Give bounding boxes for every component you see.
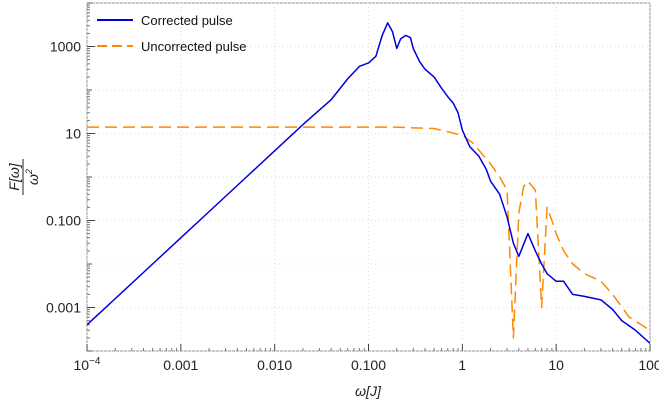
y-axis-label-denominator: ω2 (24, 169, 41, 185)
series-layer (87, 22, 650, 344)
x-tick-label: 1 (458, 357, 466, 373)
series-uncorrected-pulse-line (87, 126, 650, 339)
x-tick-label: 10 (548, 357, 564, 373)
y-axis-label-power: 2 (24, 169, 34, 175)
legend-label-corrected: Corrected pulse (141, 13, 233, 28)
x-axis-ticks: 10−4 0.001 0.010 0.100 1 10 100 (74, 344, 659, 373)
legend: Corrected pulse Uncorrected pulse (97, 13, 247, 54)
y-axis-label: F[ω] ω2 (6, 159, 41, 195)
series-corrected-pulse-line (87, 22, 650, 344)
grid-lines (86, 2, 651, 352)
y-tick-label: 0.001 (46, 300, 81, 316)
y-axis-ticks: 0.001 0.100 10 1000 (46, 39, 95, 316)
x-tick-label: 100 (638, 357, 659, 373)
legend-label-uncorrected: Uncorrected pulse (141, 39, 247, 54)
x-tick-label: 0.010 (257, 357, 292, 373)
x-tick-label: 0.100 (351, 357, 386, 373)
x-tick-label-exponent: −4 (89, 356, 101, 367)
y-tick-label: 0.100 (46, 213, 81, 229)
minor-ticks (87, 2, 647, 352)
y-tick-label: 10 (65, 126, 81, 142)
y-axis-label-omega: ω (25, 174, 41, 185)
x-tick-label: 10−4 (74, 356, 101, 373)
x-tick-label: 0.001 (163, 357, 198, 373)
x-axis-label: ω[J] (355, 383, 382, 399)
y-tick-label: 1000 (50, 39, 81, 55)
y-axis-label-numerator: F[ω] (6, 162, 22, 190)
